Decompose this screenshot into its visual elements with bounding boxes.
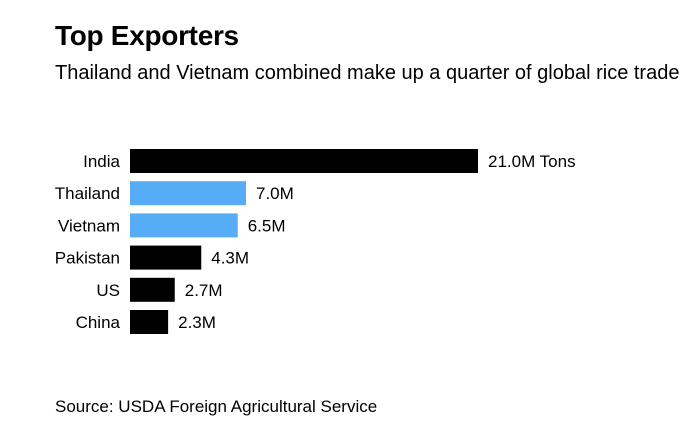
bar-china	[130, 310, 169, 334]
category-label-pakistan: Pakistan	[55, 249, 120, 268]
category-label-us: US	[96, 281, 120, 300]
value-label-us: 2.7M	[185, 281, 223, 300]
category-label-thailand: Thailand	[55, 184, 120, 203]
value-label-thailand: 7.0M	[256, 184, 294, 203]
source-note: Source: USDA Foreign Agricultural Servic…	[55, 397, 378, 416]
value-label-pakistan: 4.3M	[211, 249, 249, 268]
category-label-vietnam: Vietnam	[58, 216, 120, 235]
category-label-india: India	[83, 152, 120, 171]
bar-thailand	[130, 181, 246, 206]
bar-vietnam	[130, 213, 238, 238]
chart-subtitle: Thailand and Vietnam combined make up a …	[55, 62, 680, 84]
bar-india	[130, 149, 478, 173]
bar-us	[130, 277, 175, 302]
chart-title: Top Exporters	[55, 20, 239, 51]
value-label-china: 2.3M	[178, 313, 216, 332]
value-label-vietnam: 6.5M	[248, 216, 286, 235]
bar-pakistan	[130, 245, 202, 270]
value-label-india: 21.0M Tons	[488, 152, 576, 171]
category-label-china: China	[76, 313, 121, 332]
